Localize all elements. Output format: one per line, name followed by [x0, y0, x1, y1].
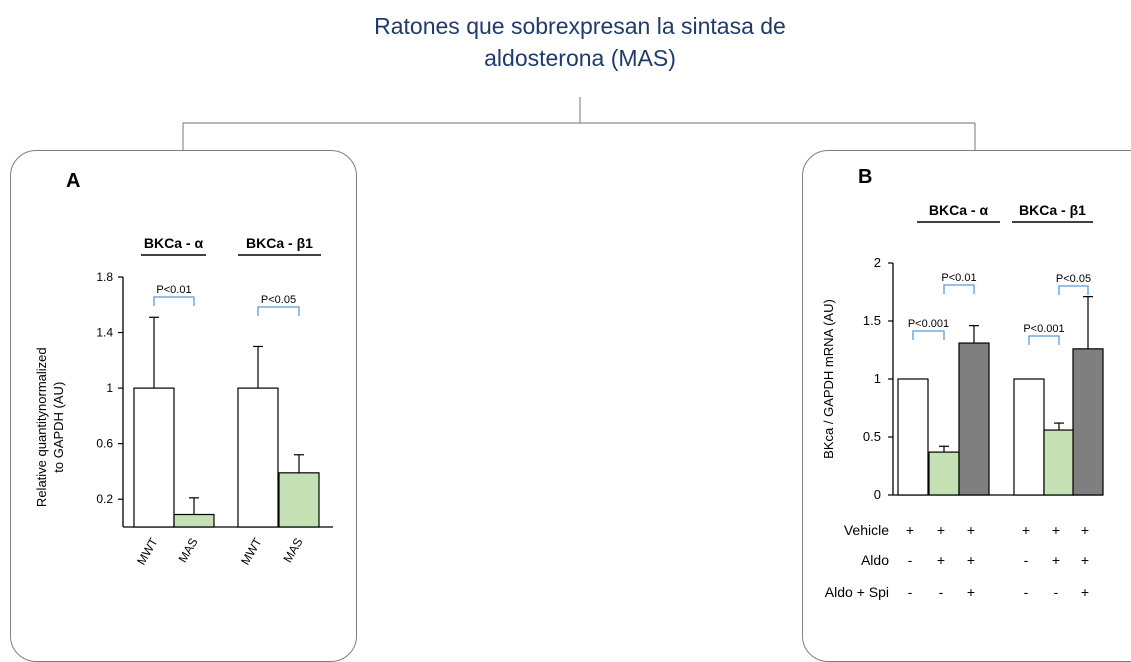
p-value-label: P<0.001 [1023, 323, 1064, 335]
y-tick-label: 2 [874, 255, 881, 270]
group-label: BKCa - α [929, 202, 989, 218]
treatment-sign: + [1052, 522, 1060, 538]
treatment-label: Aldo + Spi [825, 584, 889, 600]
y-tick-label: 1.8 [96, 270, 113, 284]
x-tick-label: MAS [280, 536, 305, 566]
bar [1072, 348, 1104, 496]
panel-letter: A [66, 170, 80, 192]
treatment-label: Vehicle [844, 522, 889, 538]
p-value-label: P<0.01 [156, 284, 191, 296]
y-tick-label: 1 [874, 371, 881, 386]
bar [897, 378, 929, 496]
y-tick-label: 1.4 [96, 326, 113, 340]
treatment-sign: - [939, 584, 944, 600]
p-value-label: P<0.01 [941, 272, 976, 284]
y-tick-label: 1 [106, 381, 113, 395]
y-axis-label: BKca / GAPDH mRNA (AU) [821, 299, 836, 459]
significance-bracket [153, 296, 195, 306]
bar [237, 387, 279, 528]
treatment-sign: - [908, 552, 913, 568]
panel-b: B 0 0.5 1 1.5 2 BKca / GAPDH mRNA (AU) BKCa - α… [802, 150, 1131, 662]
y-axis-label-line-1: Relative quantitynormalized [34, 347, 49, 507]
x-tick-label: MWT [134, 535, 161, 567]
treatment-sign: - [1024, 552, 1029, 568]
significance-bracket [1028, 335, 1060, 345]
treatment-sign: + [967, 522, 975, 538]
figure-title-line-1: Ratones que sobrexpresan la sintasa de [374, 13, 786, 39]
treatment-sign: - [908, 584, 913, 600]
x-tick-label: MAS [175, 536, 200, 566]
bar [928, 451, 960, 496]
group-label: BKCa - α [144, 235, 204, 251]
significance-bracket [1058, 285, 1089, 295]
y-tick-label: 0.5 [863, 429, 881, 444]
panel-letter: B [858, 166, 872, 188]
treatment-sign: + [967, 584, 975, 600]
bar [278, 472, 320, 528]
bar [1013, 378, 1045, 496]
tree-connector [182, 97, 976, 150]
treatment-sign: - [1024, 584, 1029, 600]
panel-a: A 0.2 0.6 1 1.4 1.8 Relative quantitynormalize… [10, 150, 357, 662]
bar [958, 342, 990, 496]
treatment-sign: + [906, 522, 914, 538]
significance-bracket [257, 306, 300, 316]
significance-bracket [943, 284, 975, 294]
significance-bracket [912, 330, 945, 340]
y-tick-label: 0.2 [96, 492, 113, 506]
treatment-sign: + [1081, 522, 1089, 538]
p-value-label: P<0.001 [908, 318, 949, 330]
y-tick-label: 1.5 [863, 313, 881, 328]
bar [173, 513, 215, 528]
p-value-label: P<0.05 [261, 294, 296, 306]
treatment-label: Aldo [861, 552, 889, 568]
figure-title-line-2: aldosterona (MAS) [484, 45, 676, 71]
treatment-sign: + [1052, 552, 1060, 568]
y-axis-label-line-2: to GAPDH (AU) [51, 382, 66, 473]
chart-b: B 0 0.5 1 1.5 2 BKca / GAPDH mRNA (AU) BKCa - α… [821, 166, 1104, 600]
treatment-sign: + [1081, 552, 1089, 568]
treatment-sign: + [1022, 522, 1030, 538]
group-label: BKCa - β1 [1019, 202, 1086, 218]
treatment-sign: - [1054, 584, 1059, 600]
y-tick-label: 0.6 [96, 437, 113, 451]
x-tick-label: MWT [238, 535, 265, 567]
group-label: BKCa - β1 [246, 235, 313, 251]
y-tick-label: 0 [874, 487, 881, 502]
treatment-sign: + [937, 552, 945, 568]
bar [1043, 429, 1075, 496]
treatment-sign: + [1081, 584, 1089, 600]
treatment-sign: + [967, 552, 975, 568]
bar [133, 387, 175, 528]
treatment-sign: + [937, 522, 945, 538]
p-value-label: P<0.05 [1056, 273, 1091, 285]
chart-a: A 0.2 0.6 1 1.4 1.8 Relative quantitynormalize… [34, 170, 333, 567]
